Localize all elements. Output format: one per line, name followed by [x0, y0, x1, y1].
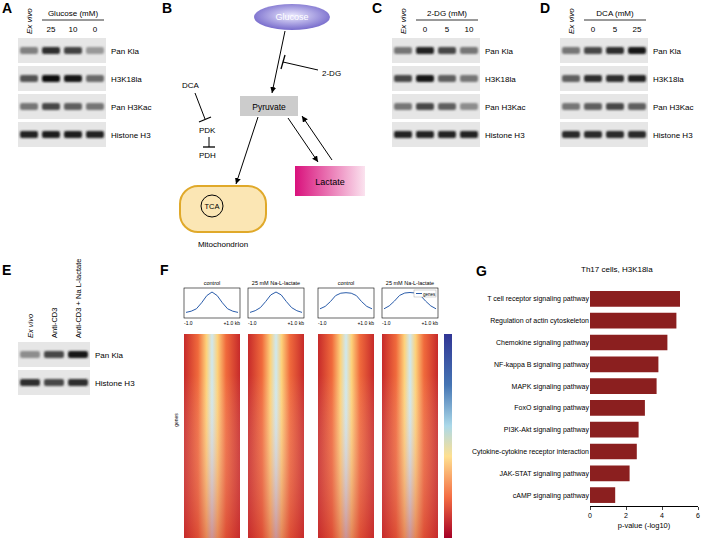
svg-text:Pan Kla: Pan Kla	[95, 351, 124, 360]
svg-text:D: D	[540, 0, 550, 16]
svg-text:-1.0: -1.0	[184, 320, 193, 326]
svg-text:Ex vivo: Ex vivo	[26, 314, 35, 338]
svg-text:Histone H3: Histone H3	[653, 131, 693, 140]
svg-text:Pan Kla: Pan Kla	[111, 47, 140, 56]
svg-text:control: control	[204, 280, 221, 286]
svg-text:6: 6	[696, 512, 700, 519]
svg-text:25 mM Na-L-lactate: 25 mM Na-L-lactate	[386, 280, 434, 286]
svg-text:Anti-CD3: Anti-CD3	[50, 308, 59, 338]
svg-text:0: 0	[423, 25, 428, 34]
svg-text:Pan Kla: Pan Kla	[653, 47, 682, 56]
svg-text:H3K18la: H3K18la	[485, 75, 516, 84]
svg-text:25: 25	[47, 25, 56, 34]
svg-text:Pan H3Kac: Pan H3Kac	[485, 103, 525, 112]
svg-text:Ex vivo: Ex vivo	[399, 8, 408, 34]
svg-text:Cytokine-cytokine receptor int: Cytokine-cytokine receptor interaction	[472, 448, 589, 456]
svg-text:Lactate: Lactate	[315, 177, 345, 187]
svg-text:B: B	[162, 0, 172, 16]
svg-text:-1.0: -1.0	[248, 320, 257, 326]
svg-text:Anti-CD3 + Na L-lactate: Anti-CD3 + Na L-lactate	[74, 259, 83, 338]
svg-text:-1.0: -1.0	[382, 320, 391, 326]
svg-text:Ex vivo: Ex vivo	[567, 8, 576, 34]
svg-text:-1.0: -1.0	[318, 320, 327, 326]
svg-text:2: 2	[624, 512, 628, 519]
svg-text:Pan H3Kac: Pan H3Kac	[111, 103, 151, 112]
svg-text:DCA: DCA	[182, 81, 200, 90]
svg-text:0: 0	[588, 512, 592, 519]
svg-text:Pan H3Kac: Pan H3Kac	[653, 103, 693, 112]
svg-text:Mitochondrion: Mitochondrion	[198, 240, 248, 249]
svg-text:+1.0 kb: +1.0 kb	[421, 320, 438, 326]
svg-text:Glucose: Glucose	[275, 12, 308, 22]
svg-text:Glucose (mM): Glucose (mM)	[48, 9, 99, 18]
svg-text:MAPK signaling pathway: MAPK signaling pathway	[512, 383, 590, 391]
svg-text:5: 5	[613, 25, 618, 34]
svg-text:genes: genes	[173, 413, 179, 427]
svg-text:25 mM Na-L-lactate: 25 mM Na-L-lactate	[252, 280, 300, 286]
svg-text:PDH: PDH	[199, 151, 216, 160]
svg-text:5: 5	[445, 25, 450, 34]
svg-text:Th17 cells, H3K18la: Th17 cells, H3K18la	[581, 265, 653, 274]
svg-text:Histone H3: Histone H3	[485, 131, 525, 140]
svg-text:PDK: PDK	[199, 126, 216, 135]
svg-text:10: 10	[69, 25, 78, 34]
svg-text:F: F	[160, 262, 169, 278]
svg-text:+1.0 kb: +1.0 kb	[357, 320, 374, 326]
svg-text:genes: genes	[423, 292, 436, 297]
svg-text:Regulation of actin cytoskelet: Regulation of actin cytoskeleton	[490, 317, 589, 325]
svg-text:4: 4	[660, 512, 664, 519]
svg-text:p-value (-log10): p-value (-log10)	[618, 521, 671, 530]
svg-text:G: G	[476, 263, 487, 279]
svg-text:E: E	[2, 262, 11, 278]
svg-text:T cell receptor signaling path: T cell receptor signaling pathway	[487, 295, 589, 303]
svg-text:2-DG (mM): 2-DG (mM)	[427, 9, 467, 18]
svg-text:0: 0	[93, 25, 98, 34]
svg-text:H3K18la: H3K18la	[653, 75, 684, 84]
svg-text:PI3K-Akt signaling pathway: PI3K-Akt signaling pathway	[504, 426, 590, 434]
svg-text:0: 0	[591, 25, 596, 34]
svg-text:25: 25	[633, 25, 642, 34]
svg-text:C: C	[372, 0, 382, 16]
svg-text:10: 10	[465, 25, 474, 34]
svg-text:control: control	[338, 280, 355, 286]
svg-text:JAK-STAT signaling pathway: JAK-STAT signaling pathway	[500, 470, 590, 478]
svg-text:Histone H3: Histone H3	[95, 379, 135, 388]
svg-text:H3K18la: H3K18la	[111, 75, 142, 84]
svg-text:+1.0 kb: +1.0 kb	[223, 320, 240, 326]
svg-text:2-DG: 2-DG	[322, 69, 341, 78]
svg-text:Histone H3: Histone H3	[111, 131, 151, 140]
svg-text:DCA (mM): DCA (mM)	[596, 9, 634, 18]
svg-text:Pyruvate: Pyruvate	[252, 102, 286, 112]
svg-text:+1.0 kb: +1.0 kb	[287, 320, 304, 326]
svg-text:FoxO signaling pathway: FoxO signaling pathway	[514, 404, 589, 412]
svg-text:TCA: TCA	[205, 202, 220, 211]
svg-text:cAMP signaling pathway: cAMP signaling pathway	[513, 492, 590, 500]
svg-text:Pan Kla: Pan Kla	[485, 47, 514, 56]
svg-text:Chemokine signaling pathway: Chemokine signaling pathway	[496, 339, 589, 347]
svg-text:A: A	[2, 0, 12, 16]
svg-text:Ex vivo: Ex vivo	[25, 8, 34, 34]
svg-text:NF-kappa B signaling pathway: NF-kappa B signaling pathway	[494, 361, 589, 369]
